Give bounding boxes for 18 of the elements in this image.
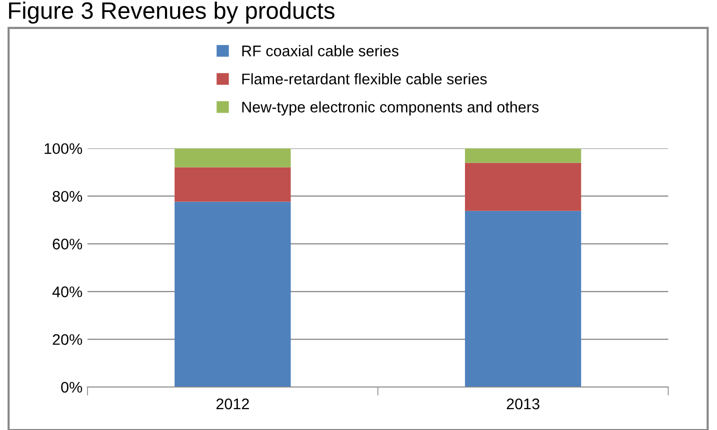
x-tick-label: 2013 xyxy=(506,398,540,410)
y-tick-label: 0% xyxy=(61,382,82,393)
legend-label: New-type electronic components and others xyxy=(242,101,539,116)
bar xyxy=(174,148,291,168)
bar xyxy=(464,210,582,387)
bar xyxy=(174,202,291,387)
y-tick-label: 60% xyxy=(52,238,82,250)
y-tick-label: 20% xyxy=(52,334,82,345)
chart-title: Figure 3 Revenues by products xyxy=(9,2,334,24)
legend-label: RF coaxial cable series xyxy=(242,45,398,56)
x-tick-label: 2012 xyxy=(216,398,249,410)
y-tick-label: 100% xyxy=(44,143,82,154)
y-tick-label: 80% xyxy=(52,190,82,202)
bar xyxy=(174,167,291,202)
bar xyxy=(464,162,582,211)
legend-label: Flame-retardant flexible cable series xyxy=(242,73,487,84)
y-tick-label: 40% xyxy=(52,286,82,298)
bar xyxy=(464,148,582,163)
